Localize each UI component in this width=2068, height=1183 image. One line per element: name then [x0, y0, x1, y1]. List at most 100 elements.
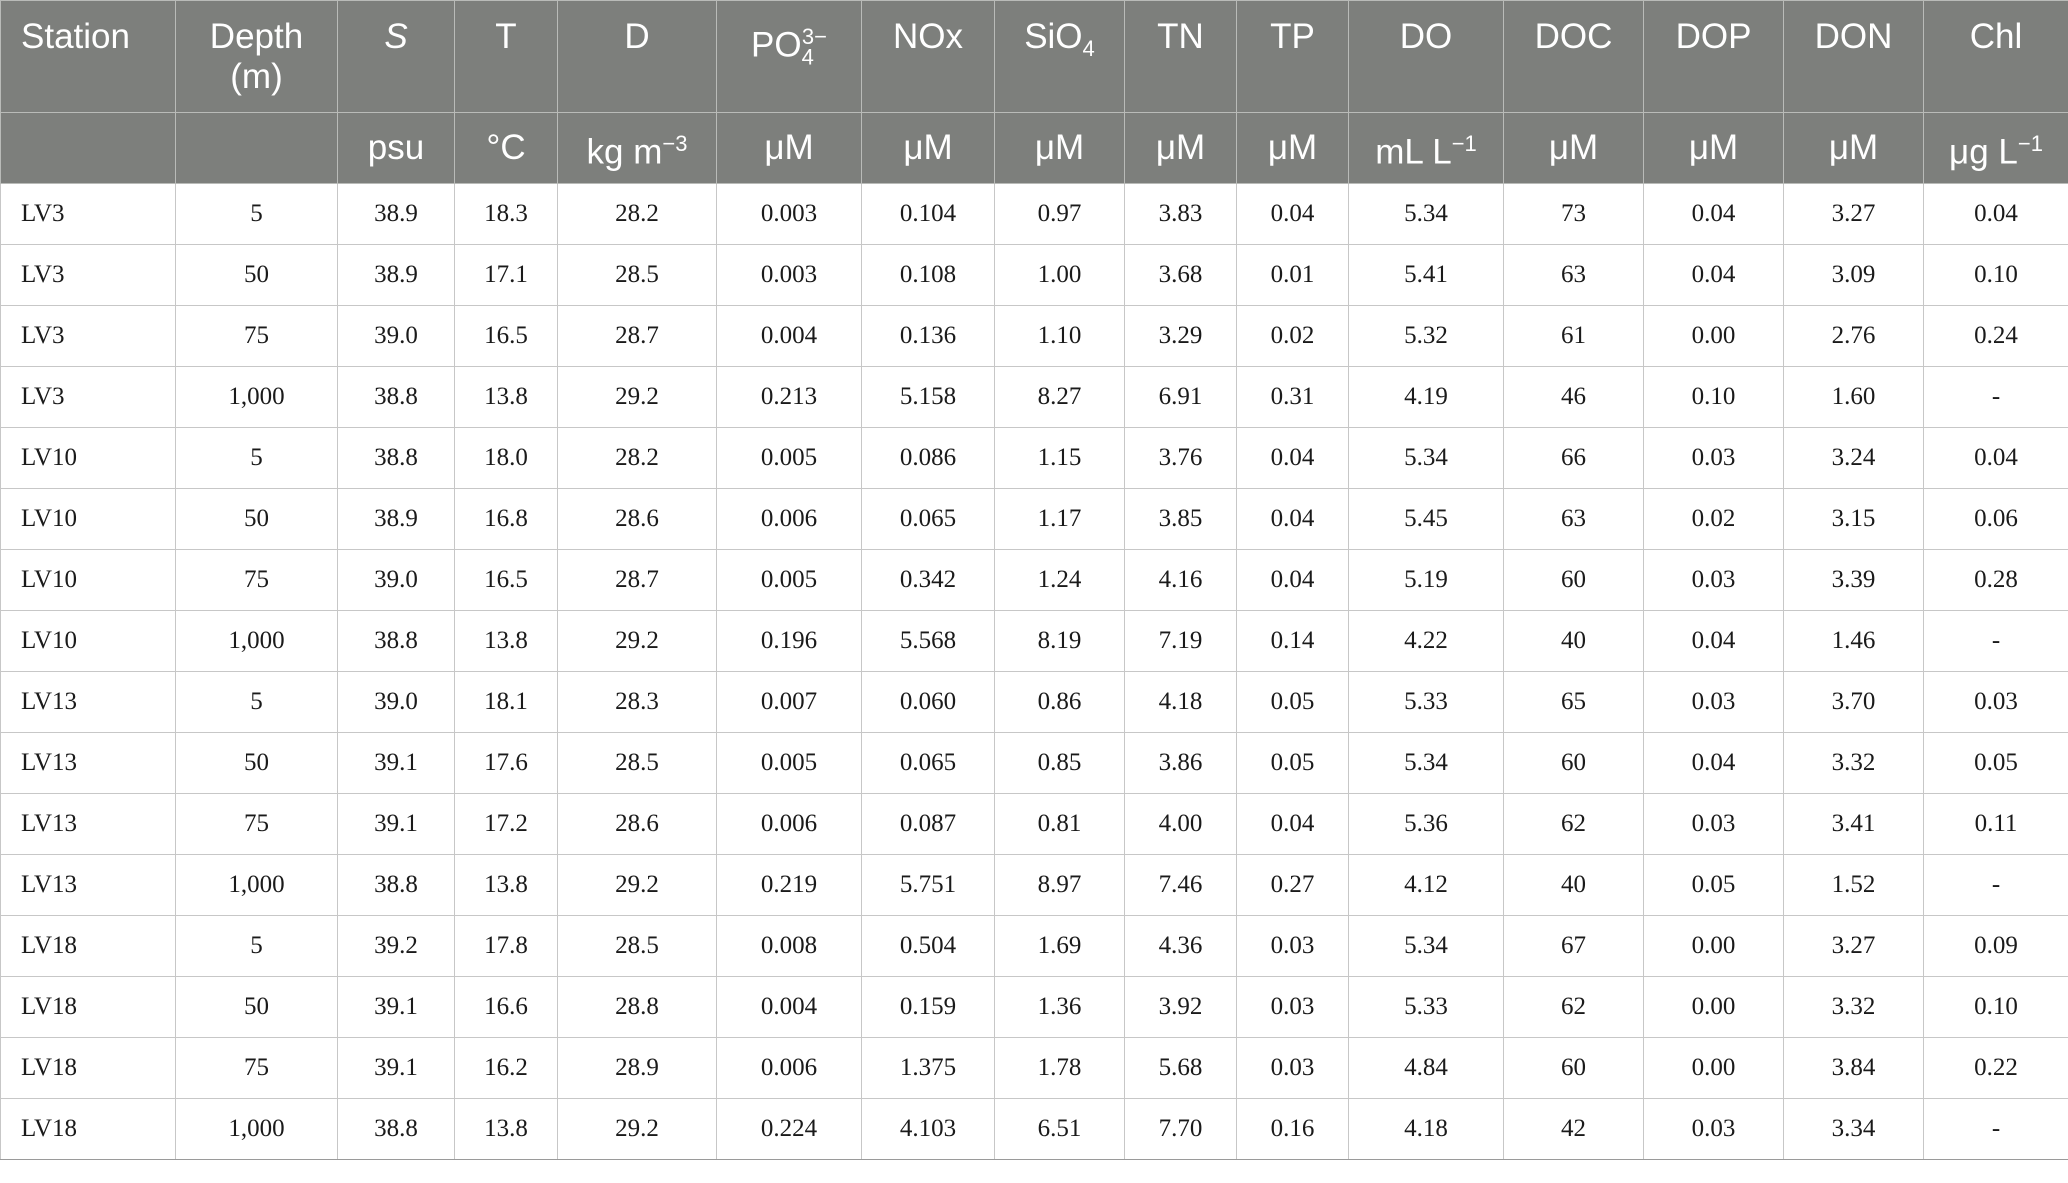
table-cell: 75 [175, 549, 338, 611]
header-chl: Chl [1923, 0, 2068, 113]
table-cell: 3.15 [1783, 488, 1924, 550]
table-row: LV3 75 39.0 16.5 28.7 0.004 0.136 1.10 3.29 0.02 5… [0, 305, 2068, 367]
table-cell: 0.060 [861, 671, 995, 733]
table-cell: 0.00 [1643, 305, 1784, 367]
table-cell: 0.006 [716, 1037, 862, 1099]
header-tn: TN [1124, 0, 1237, 113]
table-cell: 38.9 [337, 183, 455, 245]
table-row: LV13 75 39.1 17.2 28.6 0.006 0.087 0.81 4.00 0.04… [0, 793, 2068, 855]
table-cell: 1,000 [175, 610, 338, 672]
table-cell: 1.36 [994, 976, 1125, 1038]
table-cell: 29.2 [557, 854, 717, 916]
header-station: Station [0, 0, 176, 113]
table-cell: 3.32 [1783, 976, 1924, 1038]
table-cell: 0.04 [1923, 427, 2068, 489]
table-cell: 3.70 [1783, 671, 1924, 733]
station-cell: LV3 [0, 305, 176, 367]
table-cell: 61 [1503, 305, 1644, 367]
table-cell: 0.224 [716, 1098, 862, 1160]
unit-tn: μM [1124, 112, 1237, 184]
table-cell: 0.02 [1643, 488, 1784, 550]
header-phosphate: PO43− [716, 0, 862, 113]
table-cell: 0.03 [1923, 671, 2068, 733]
table-cell: 1.15 [994, 427, 1125, 489]
unit-nox: μM [861, 112, 995, 184]
table-body: LV3 5 38.9 18.3 28.2 0.003 0.104 0.97 3.83 0.04 5.… [0, 183, 2068, 1160]
table-cell: 0.008 [716, 915, 862, 977]
table-cell: 1.10 [994, 305, 1125, 367]
table-cell: 65 [1503, 671, 1644, 733]
table-cell: 0.006 [716, 488, 862, 550]
table-cell: 75 [175, 1037, 338, 1099]
table-cell: 13.8 [454, 1098, 558, 1160]
table-cell: 60 [1503, 732, 1644, 794]
header-salinity: S [337, 0, 455, 113]
table-cell: 4.12 [1348, 854, 1504, 916]
table-cell: 0.28 [1923, 549, 2068, 611]
table-cell: 0.10 [1923, 244, 2068, 306]
table-cell: 0.104 [861, 183, 995, 245]
table-cell: 0.10 [1643, 366, 1784, 428]
table-cell: 7.19 [1124, 610, 1237, 672]
table-cell: 0.22 [1923, 1037, 2068, 1099]
table-cell: 50 [175, 976, 338, 1038]
table-cell: 0.00 [1643, 1037, 1784, 1099]
table-cell: 5.36 [1348, 793, 1504, 855]
table-cell: 66 [1503, 427, 1644, 489]
table-cell: 4.36 [1124, 915, 1237, 977]
table-cell: 38.9 [337, 488, 455, 550]
table-cell: 2.76 [1783, 305, 1924, 367]
station-cell: LV13 [0, 793, 176, 855]
station-cell: LV13 [0, 854, 176, 916]
table-cell: 28.8 [557, 976, 717, 1038]
table-cell: 28.6 [557, 488, 717, 550]
station-cell: LV10 [0, 610, 176, 672]
table-cell: 13.8 [454, 366, 558, 428]
table-cell: 8.27 [994, 366, 1125, 428]
table-cell: 0.00 [1643, 915, 1784, 977]
table-cell: 0.006 [716, 793, 862, 855]
table-cell: 0.97 [994, 183, 1125, 245]
table-cell: 0.05 [1236, 732, 1349, 794]
header-temperature: T [454, 0, 558, 113]
table-cell: 0.007 [716, 671, 862, 733]
table-cell: 16.5 [454, 549, 558, 611]
table-cell: 29.2 [557, 610, 717, 672]
table-cell: 0.04 [1236, 427, 1349, 489]
table-cell: 62 [1503, 793, 1644, 855]
table-cell: 17.2 [454, 793, 558, 855]
table-cell: 28.7 [557, 305, 717, 367]
header-do: DO [1348, 0, 1504, 113]
table-cell: 3.27 [1783, 915, 1924, 977]
table-cell: 0.86 [994, 671, 1125, 733]
header-tp: TP [1236, 0, 1349, 113]
table-cell: 4.84 [1348, 1037, 1504, 1099]
table-cell: 4.18 [1124, 671, 1237, 733]
table-cell: 28.5 [557, 244, 717, 306]
table-cell: 5.33 [1348, 976, 1504, 1038]
table-cell: 0.31 [1236, 366, 1349, 428]
table-cell: 5.568 [861, 610, 995, 672]
table-cell: 0.065 [861, 488, 995, 550]
unit-salinity: psu [337, 112, 455, 184]
table-row: LV3 1,000 38.8 13.8 29.2 0.213 5.158 8.27 6.91 0.… [0, 366, 2068, 428]
table-row: LV18 50 39.1 16.6 28.8 0.004 0.159 1.36 3.92 0.03… [0, 976, 2068, 1038]
unit-don: μM [1783, 112, 1924, 184]
header-row-units: psu °C kg m−3 μM μM μM μM μM mL L−1 μM μ… [0, 112, 2068, 184]
table-cell: 0.03 [1643, 1098, 1784, 1160]
table-cell: 73 [1503, 183, 1644, 245]
table-cell: 28.2 [557, 427, 717, 489]
table-cell: 5.751 [861, 854, 995, 916]
table-cell: 0.219 [716, 854, 862, 916]
table-cell: 28.9 [557, 1037, 717, 1099]
table-cell: 0.27 [1236, 854, 1349, 916]
table-cell: 3.68 [1124, 244, 1237, 306]
station-cell: LV13 [0, 671, 176, 733]
table-cell: 17.1 [454, 244, 558, 306]
table-header: Station Depth (m) S T D PO43− NOx SiO4 TN… [0, 0, 2068, 184]
table-cell: 1,000 [175, 1098, 338, 1160]
table-cell: 0.05 [1643, 854, 1784, 916]
table-cell: 0.85 [994, 732, 1125, 794]
table-row: LV10 1,000 38.8 13.8 29.2 0.196 5.568 8.19 7.19 0… [0, 610, 2068, 672]
table-cell: 8.19 [994, 610, 1125, 672]
